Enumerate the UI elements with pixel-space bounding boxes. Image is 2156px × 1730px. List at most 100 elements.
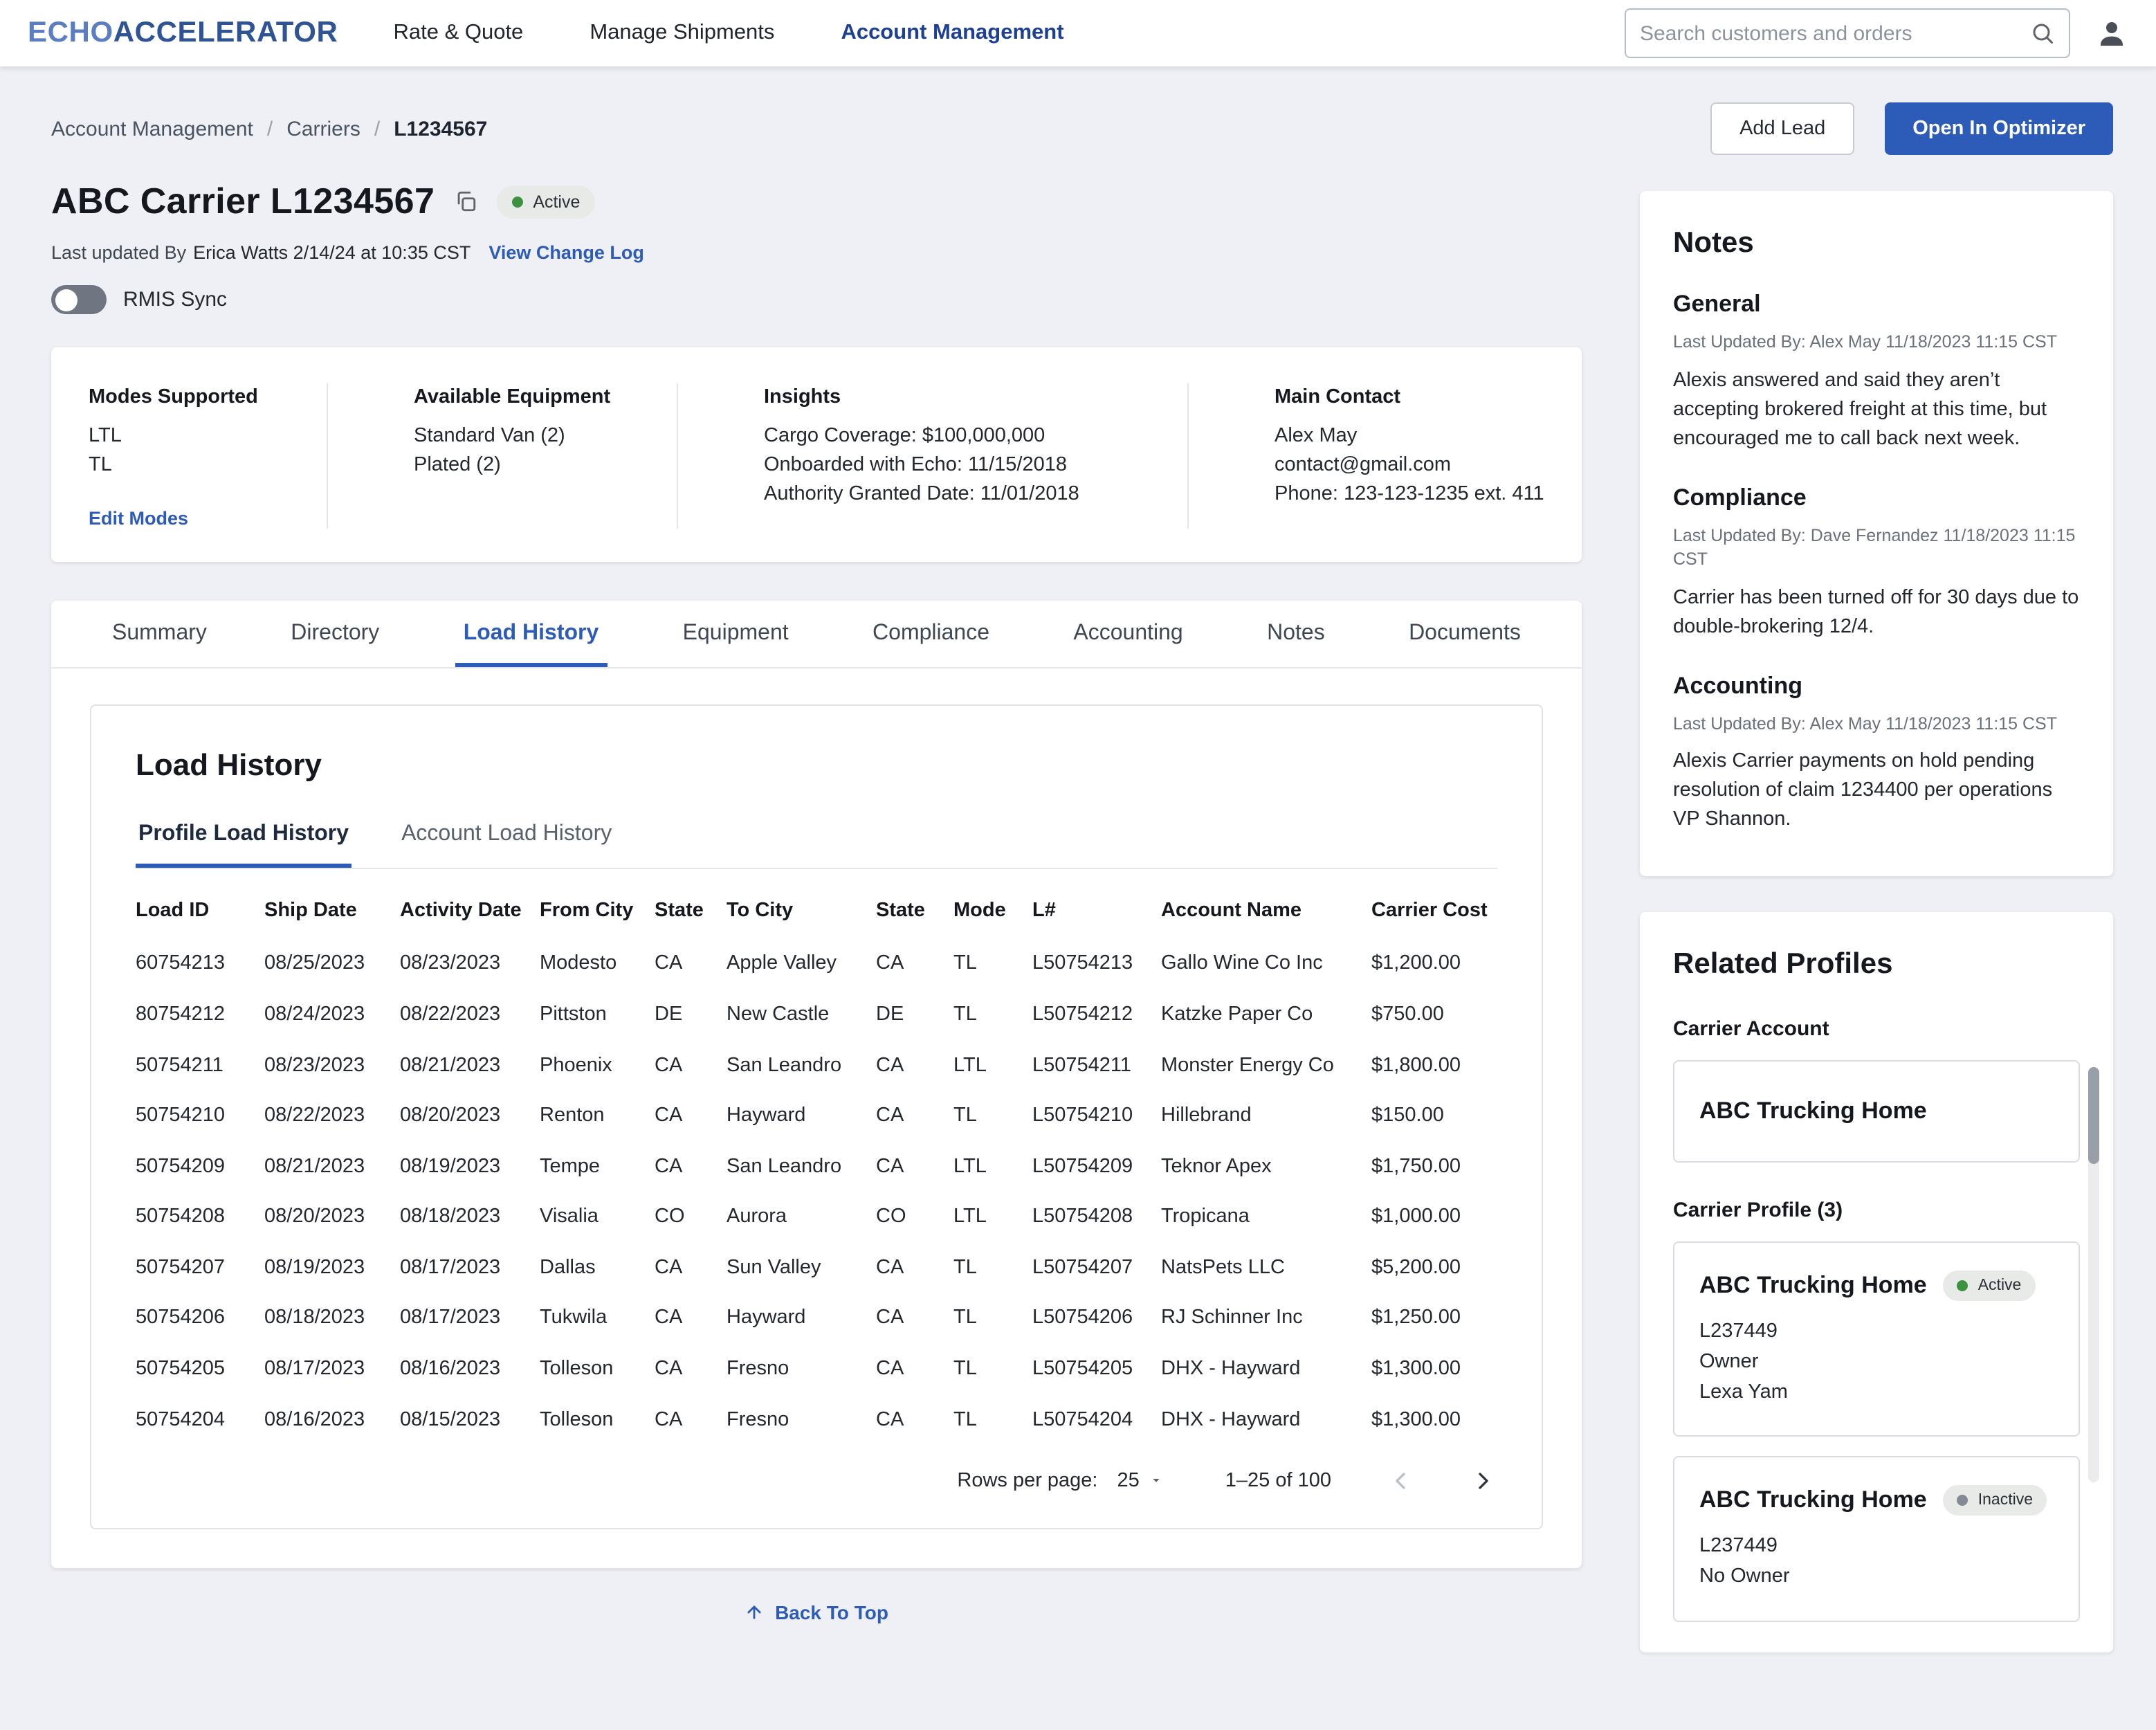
table-row[interactable]: 50754206 08/18/2023 08/17/2023 Tukwila C…	[136, 1293, 1497, 1343]
load-history-table: Load ID Ship Date Activity Date From City St…	[136, 900, 1497, 1445]
nav-item-manage-shipments[interactable]: Manage Shipments	[590, 21, 775, 44]
profile-name-row: ABC Trucking Home Active	[1699, 1271, 2054, 1302]
cell-activity-date: 08/18/2023	[400, 1205, 501, 1228]
breadcrumb-carriers[interactable]: Carriers	[286, 117, 360, 140]
table-row[interactable]: 50754211 08/23/2023 08/21/2023 Phoenix C…	[136, 1039, 1497, 1090]
cell-mode: LTL	[953, 1155, 987, 1178]
tab-accounting[interactable]: Accounting	[1073, 621, 1183, 646]
chevron-left-icon	[1396, 1473, 1405, 1489]
cell-activity-date: 08/23/2023	[400, 952, 501, 975]
table-row[interactable]: 60754213 08/25/2023 08/23/2023 Modesto C…	[136, 938, 1497, 989]
cell-carrier-cost: $1,300.00	[1371, 1358, 1461, 1381]
add-lead-button[interactable]: Add Lead	[1710, 102, 1855, 155]
cell-carrier-cost: $1,300.00	[1371, 1408, 1461, 1431]
table-row[interactable]: 50754205 08/17/2023 08/16/2023 Tolleson …	[136, 1344, 1497, 1394]
breadcrumb-account-management[interactable]: Account Management	[51, 117, 253, 140]
view-change-log-link[interactable]: View Change Log	[488, 242, 644, 263]
echo-accelerator-logo[interactable]: ECHOACCELERATOR	[28, 17, 338, 50]
detail-tabs: Summary Directory Load History Equipment…	[51, 601, 1582, 669]
tab-documents[interactable]: Documents	[1409, 621, 1521, 646]
info-item: Onboarded with Echo: 11/15/2018	[764, 454, 1068, 477]
modes-supported-section: Modes Supported LTL TL Edit Modes	[51, 383, 327, 529]
insights-section: Insights Cargo Coverage: $100,000,000 Onb…	[677, 383, 1187, 529]
profile-name-row: ABC Trucking Home Inactive	[1699, 1485, 2054, 1516]
profile-status-label: Active	[1977, 1277, 2022, 1295]
cell-carrier-cost: $1,000.00	[1371, 1205, 1461, 1228]
status-badge-label: Active	[533, 192, 581, 211]
rows-per-page-select[interactable]: 25	[1117, 1470, 1164, 1492]
note-section-heading: Compliance	[1673, 484, 1807, 511]
cell-account-name: Teknor Apex	[1161, 1155, 1272, 1178]
cell-activity-date: 08/17/2023	[400, 1256, 501, 1279]
subtab-account-load-history[interactable]: Account Load History	[401, 822, 612, 846]
nav-item-rate-quote[interactable]: Rate & Quote	[393, 21, 524, 44]
pagination-range: 1–25 of 100	[1225, 1469, 1331, 1492]
cell-ship-date: 08/16/2023	[264, 1408, 365, 1431]
edit-modes-link[interactable]: Edit Modes	[89, 508, 189, 529]
carrier-profile-card-inactive[interactable]: ABC Trucking Home Inactive L237449 No Own…	[1673, 1456, 2080, 1622]
cell-from-state: CA	[655, 1408, 683, 1431]
info-item: Standard Van (2)	[414, 425, 565, 447]
notes-card: Notes General Last Updated By: Alex May …	[1640, 191, 2113, 877]
cell-load-number: L50754204	[1032, 1408, 1133, 1431]
table-row[interactable]: 50754204 08/16/2023 08/15/2023 Tolleson …	[136, 1394, 1497, 1445]
nav-item-account-management[interactable]: Account Management	[841, 21, 1064, 44]
search-icon[interactable]	[2030, 21, 2055, 46]
cell-carrier-cost: $1,200.00	[1371, 952, 1461, 975]
cell-load-number: L50754210	[1032, 1104, 1133, 1127]
search-input[interactable]	[1640, 21, 2030, 45]
logo-echo-text: ECHO	[28, 17, 113, 48]
cell-mode: TL	[953, 1358, 977, 1381]
cell-to-city: Sun Valley	[727, 1256, 821, 1279]
subtab-profile-load-history[interactable]: Profile Load History	[136, 822, 352, 868]
cell-load-number: L50754209	[1032, 1155, 1133, 1178]
tab-compliance[interactable]: Compliance	[873, 621, 989, 646]
related-profiles-scrollbar[interactable]	[2088, 1067, 2099, 1483]
tab-directory[interactable]: Directory	[291, 621, 380, 646]
cell-ship-date: 08/25/2023	[264, 952, 365, 975]
scrollbar-thumb[interactable]	[2088, 1067, 2099, 1165]
last-updated-row: Last updated By Erica Watts 2/14/24 at 1…	[51, 242, 1582, 263]
cell-account-name: RJ Schinner Inc	[1161, 1306, 1303, 1329]
open-in-optimizer-button[interactable]: Open In Optimizer	[1885, 102, 2113, 155]
cell-to-state: CA	[876, 1408, 904, 1431]
cell-account-name: Monster Energy Co	[1161, 1054, 1334, 1077]
cell-to-state: CA	[876, 1155, 904, 1178]
tab-summary[interactable]: Summary	[112, 621, 207, 646]
rmis-sync-toggle[interactable]	[51, 285, 107, 314]
carrier-profile-card-active[interactable]: ABC Trucking Home Active L237449 Owner Lex…	[1673, 1241, 2080, 1437]
carrier-account-card[interactable]: ABC Trucking Home	[1673, 1060, 2080, 1163]
column-header: To City	[727, 900, 794, 922]
tab-notes[interactable]: Notes	[1267, 621, 1325, 646]
column-header: Account Name	[1161, 900, 1302, 922]
cell-mode: TL	[953, 1256, 977, 1279]
cell-load-number: L50754206	[1032, 1306, 1133, 1329]
tab-equipment[interactable]: Equipment	[682, 621, 789, 646]
info-item: Alex May	[1275, 425, 1358, 447]
cell-from-city: Modesto	[540, 952, 617, 975]
cell-from-city: Tempe	[540, 1155, 601, 1178]
table-row[interactable]: 50754209 08/21/2023 08/19/2023 Tempe CA …	[136, 1141, 1497, 1192]
cell-load-number: L50754207	[1032, 1256, 1133, 1279]
tab-load-history[interactable]: Load History	[455, 601, 607, 668]
cell-mode: TL	[953, 952, 977, 975]
table-row[interactable]: 80754212 08/24/2023 08/22/2023 Pittston …	[136, 989, 1497, 1039]
pagination-prev-button[interactable]	[1387, 1467, 1414, 1495]
back-to-top-link[interactable]: Back To Top	[744, 1601, 888, 1623]
pagination-next-button[interactable]	[1470, 1467, 1497, 1495]
breadcrumb-current: L1234567	[394, 117, 488, 140]
breadcrumb-separator: /	[374, 117, 381, 140]
related-profiles-card: Related Profiles Carrier Account ABC Tru…	[1640, 912, 2113, 1652]
carrier-account-heading: Carrier Account	[1673, 1017, 1829, 1041]
table-row[interactable]: 50754208 08/20/2023 08/18/2023 Visalia C…	[136, 1192, 1497, 1242]
content-columns: ABC Carrier L1234567 Active Last updated…	[51, 155, 2113, 1652]
logo-accelerator-text: ACCELERATOR	[113, 17, 338, 48]
insights-list: Cargo Coverage: $100,000,000 Onboarded wi…	[764, 422, 1154, 509]
cell-ship-date: 08/21/2023	[264, 1155, 365, 1178]
table-header-row: Load ID Ship Date Activity Date From City St…	[136, 900, 1497, 938]
user-profile-icon[interactable]	[2095, 17, 2128, 50]
copy-icon[interactable]	[454, 190, 477, 213]
table-row[interactable]: 50754210 08/22/2023 08/20/2023 Renton CA…	[136, 1091, 1497, 1141]
table-row[interactable]: 50754207 08/19/2023 08/17/2023 Dallas CA…	[136, 1242, 1497, 1293]
info-item: LTL	[89, 425, 122, 447]
